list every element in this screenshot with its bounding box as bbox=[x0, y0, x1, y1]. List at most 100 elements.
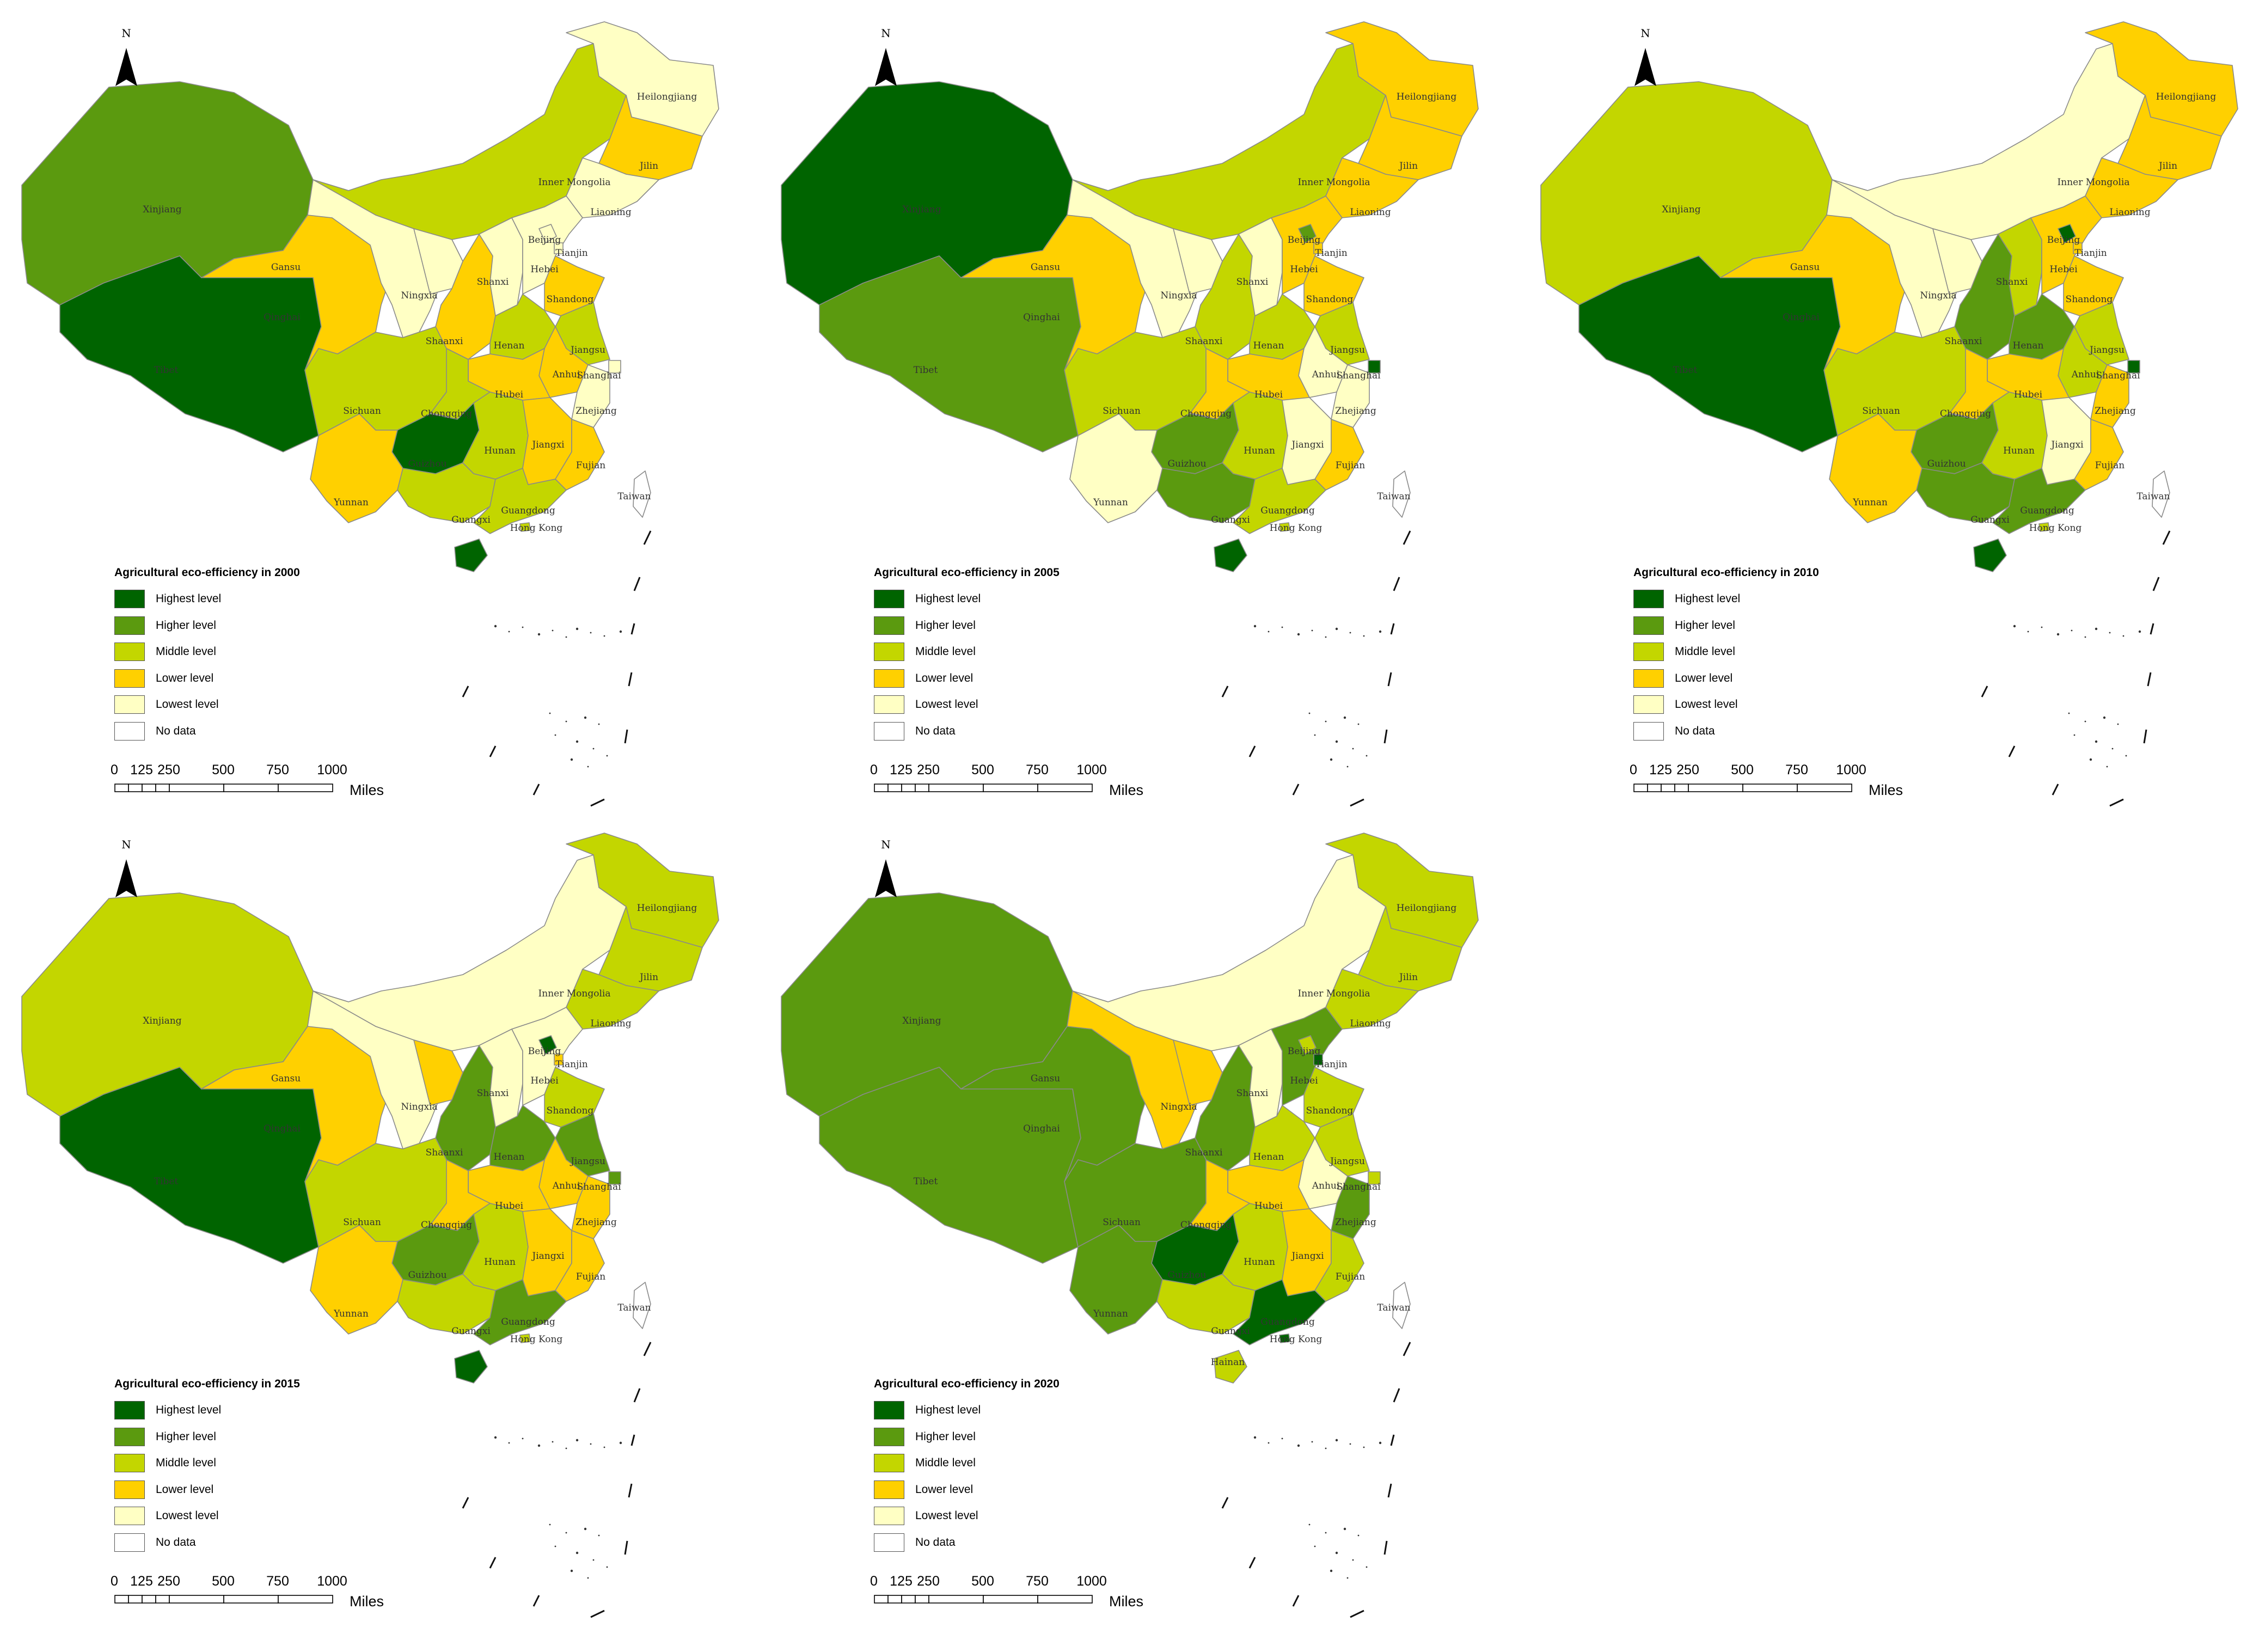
maritime-boundary-dash bbox=[1383, 729, 1388, 744]
province-label-henan: Henan bbox=[1253, 340, 1284, 351]
province-label-qinghai: Qinghai bbox=[1023, 312, 1060, 323]
province-taiwan bbox=[1392, 470, 1411, 518]
province-jilin bbox=[598, 906, 703, 992]
legend-label-lower: Lower level bbox=[156, 671, 214, 684]
islet-dot bbox=[598, 723, 600, 725]
islet-dot bbox=[1330, 758, 1333, 761]
legend-label-lower: Lower level bbox=[156, 1483, 214, 1496]
islet-dot bbox=[2071, 629, 2073, 632]
maritime-boundary-dash bbox=[643, 1342, 652, 1356]
province-shandong bbox=[1303, 1067, 1364, 1128]
legend-item-lowest: Lowest level bbox=[1633, 692, 1960, 718]
province-label-guizhou: Guizhou bbox=[1167, 1270, 1206, 1281]
province-label-chongqing: Chongqing bbox=[1180, 1220, 1232, 1231]
legend-label-higher: Higher level bbox=[1675, 619, 1735, 632]
legend-label-lower: Lower level bbox=[1675, 671, 1733, 684]
province-label-hebei: Hebei bbox=[2049, 264, 2078, 275]
province-label-guizhou: Guizhou bbox=[1167, 458, 1206, 469]
province-label-liaoning: Liaoning bbox=[590, 207, 631, 218]
province-label-shaanxi: Shaanxi bbox=[1945, 336, 1982, 347]
scale-segment bbox=[1797, 784, 1852, 792]
scale-unit: Miles bbox=[1869, 782, 1903, 798]
province-qinghai bbox=[201, 1026, 393, 1182]
legend-item-nodata: No data bbox=[114, 1529, 441, 1556]
legend-item-lower: Lower level bbox=[114, 665, 441, 692]
province-label-guizhou: Guizhou bbox=[1927, 458, 1966, 469]
legend-label-nodata: No data bbox=[1675, 724, 1715, 737]
province-label-hong-kong: Hong Kong bbox=[510, 523, 563, 534]
legend-swatch-middle bbox=[1633, 643, 1664, 662]
scale-tick-label: 1000 bbox=[317, 1574, 347, 1589]
legend-swatch-highest bbox=[1633, 590, 1664, 609]
province-label-hubei: Hubei bbox=[495, 389, 524, 400]
north-arrow-icon bbox=[1634, 48, 1656, 86]
province-label-zhejiang: Zhejiang bbox=[1335, 1217, 1376, 1228]
north-arrow-icon bbox=[115, 48, 137, 86]
islet-dot bbox=[2068, 712, 2070, 714]
province-jilin bbox=[1358, 95, 1462, 180]
province-label-jilin: Jilin bbox=[639, 972, 658, 983]
province-jilin bbox=[1358, 906, 1462, 992]
islet-dot bbox=[1335, 740, 1338, 743]
province-label-hong-kong: Hong Kong bbox=[1270, 1334, 1323, 1345]
province-label-sichuan: Sichuan bbox=[1103, 406, 1141, 417]
province-hong-kong bbox=[2038, 522, 2050, 532]
province-label-tibet: Tibet bbox=[154, 365, 179, 376]
islet-dot bbox=[619, 630, 622, 633]
legend-title: Agricultural eco-efficiency in 2010 bbox=[1633, 566, 1819, 579]
scale-segment bbox=[983, 784, 1038, 792]
legend-item-higher: Higher level bbox=[874, 1424, 1201, 1451]
province-label-inner-mongolia: Inner Mongolia bbox=[1298, 988, 1370, 999]
legend-swatch-nodata bbox=[114, 721, 145, 741]
legend-swatch-middle bbox=[874, 643, 904, 662]
maritime-boundary-dash bbox=[590, 1610, 605, 1618]
scale-segment bbox=[1688, 784, 1743, 792]
province-fujian bbox=[555, 1230, 605, 1302]
province-label-hunan: Hunan bbox=[1244, 445, 1275, 456]
province-guangdong bbox=[1992, 468, 2086, 534]
islet-dot bbox=[2103, 716, 2106, 719]
legend-label-lower: Lower level bbox=[915, 1483, 974, 1496]
province-shanghai bbox=[2127, 360, 2140, 374]
province-label-guangdong: Guangdong bbox=[501, 1317, 555, 1327]
scale-tick-label: 125 bbox=[890, 1574, 913, 1589]
province-label-xinjiang: Xinjiang bbox=[902, 1015, 941, 1026]
scale-tick-label: 500 bbox=[212, 762, 235, 778]
province-label-shanxi: Shanxi bbox=[1236, 1088, 1269, 1099]
maritime-boundary-dash bbox=[2152, 577, 2160, 591]
province-label-shanghai: Shanghai bbox=[2096, 370, 2140, 381]
scale-segment bbox=[887, 1595, 902, 1604]
islet-dot bbox=[1363, 635, 1365, 637]
legend-swatch-lower bbox=[114, 669, 145, 688]
province-shandong bbox=[2063, 255, 2124, 316]
province-label-gansu: Gansu bbox=[271, 1073, 301, 1084]
legend-label-nodata: No data bbox=[156, 1535, 196, 1549]
province-jilin bbox=[598, 95, 703, 180]
maritime-boundary-dash bbox=[462, 686, 469, 697]
scale-segment bbox=[887, 784, 902, 792]
north-arrow-label: N bbox=[121, 838, 131, 851]
province-label-tibet: Tibet bbox=[914, 365, 938, 376]
islet-dot bbox=[584, 716, 587, 719]
province-hainan bbox=[454, 539, 488, 572]
islet-dot bbox=[1268, 1442, 1270, 1444]
province-label-heilongjiang: Heilongjiang bbox=[1397, 91, 1457, 102]
islet-dot bbox=[494, 625, 497, 628]
islet-dot bbox=[2056, 633, 2060, 636]
province-label-fujian: Fujian bbox=[576, 460, 606, 471]
map-panel-2015: Heilongjiang Jilin Inner Mongolia Liaoning X… bbox=[0, 811, 751, 1628]
scale-segment bbox=[128, 1595, 143, 1604]
province-label-guangdong: Guangdong bbox=[1260, 505, 1315, 516]
islet-dot bbox=[1343, 716, 1346, 719]
legend-item-lower: Lower level bbox=[874, 665, 1201, 692]
province-label-hebei: Hebei bbox=[530, 264, 559, 275]
legend-label-nodata: No data bbox=[915, 724, 956, 737]
scale-tick-label: 125 bbox=[130, 1574, 153, 1589]
province-label-guangxi: Guangxi bbox=[1970, 515, 2010, 525]
map-panel-2005: Heilongjiang Jilin Inner Mongolia Liaoning X… bbox=[760, 0, 1511, 817]
islet-dot bbox=[598, 1534, 600, 1537]
islet-dot bbox=[1379, 1441, 1382, 1445]
province-shanghai bbox=[1368, 360, 1381, 374]
maritime-boundary-dash bbox=[1403, 530, 1411, 545]
islet-dot bbox=[1346, 1577, 1349, 1579]
